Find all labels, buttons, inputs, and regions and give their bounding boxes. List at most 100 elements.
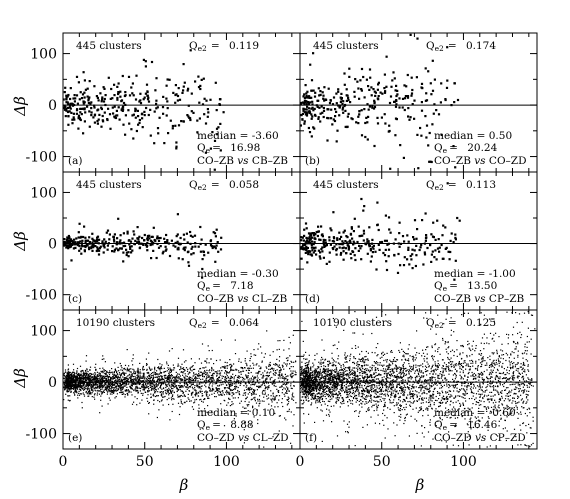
data-point bbox=[80, 107, 83, 110]
data-point bbox=[168, 387, 170, 389]
data-point bbox=[265, 386, 267, 388]
data-point bbox=[93, 396, 95, 398]
data-point bbox=[82, 371, 85, 373]
data-point bbox=[304, 101, 307, 104]
data-point bbox=[138, 383, 140, 385]
data-point bbox=[452, 241, 455, 244]
data-point bbox=[147, 376, 149, 378]
data-point bbox=[216, 372, 219, 374]
data-point bbox=[111, 393, 113, 395]
data-point bbox=[134, 382, 136, 385]
data-point bbox=[301, 320, 303, 322]
data-point bbox=[174, 101, 177, 104]
data-point bbox=[65, 380, 67, 382]
data-point bbox=[312, 52, 315, 55]
data-point bbox=[284, 395, 286, 397]
data-point bbox=[160, 384, 162, 386]
data-point bbox=[133, 383, 135, 385]
data-point bbox=[63, 372, 65, 374]
data-point bbox=[224, 379, 226, 381]
data-point bbox=[183, 361, 186, 363]
data-point bbox=[116, 373, 118, 375]
data-point bbox=[95, 383, 97, 385]
data-point bbox=[287, 382, 289, 384]
data-point bbox=[239, 384, 241, 386]
data-point bbox=[97, 253, 101, 256]
data-point bbox=[99, 386, 101, 388]
data-point bbox=[179, 396, 181, 398]
data-point bbox=[212, 231, 215, 234]
data-point bbox=[66, 384, 68, 386]
data-point bbox=[253, 389, 255, 391]
data-point bbox=[237, 377, 239, 379]
data-point bbox=[155, 77, 158, 80]
data-point bbox=[157, 367, 159, 369]
data-point bbox=[220, 236, 223, 239]
data-point bbox=[291, 372, 293, 374]
data-point bbox=[166, 385, 168, 387]
data-point bbox=[349, 252, 352, 255]
data-point bbox=[83, 373, 85, 375]
data-point bbox=[155, 376, 157, 378]
data-point bbox=[454, 238, 457, 241]
data-point bbox=[72, 378, 74, 380]
data-point bbox=[224, 372, 226, 374]
data-point bbox=[216, 375, 218, 377]
data-point bbox=[328, 239, 331, 242]
data-point bbox=[177, 373, 179, 375]
data-point bbox=[279, 386, 281, 388]
data-point bbox=[159, 379, 161, 381]
data-point bbox=[167, 367, 169, 369]
data-point bbox=[103, 246, 106, 249]
data-point bbox=[82, 132, 85, 135]
q-e-a: Qe = 16.98 bbox=[197, 142, 260, 155]
data-point bbox=[74, 390, 77, 392]
data-point bbox=[343, 72, 346, 75]
data-point bbox=[150, 369, 152, 371]
data-point bbox=[312, 109, 315, 112]
y-tick-label: 0 bbox=[48, 237, 57, 253]
data-point bbox=[300, 247, 303, 250]
data-point bbox=[206, 372, 209, 374]
data-point bbox=[285, 375, 287, 377]
data-point bbox=[200, 238, 203, 241]
data-point bbox=[413, 99, 416, 102]
data-point bbox=[190, 247, 193, 250]
data-point bbox=[190, 253, 193, 256]
data-point bbox=[310, 89, 313, 92]
data-point bbox=[74, 97, 77, 100]
data-point bbox=[244, 383, 247, 385]
data-point bbox=[98, 238, 101, 241]
data-point bbox=[338, 238, 341, 241]
data-point bbox=[233, 383, 235, 385]
data-point bbox=[180, 378, 182, 380]
data-point bbox=[449, 239, 452, 242]
data-point bbox=[133, 369, 135, 371]
data-point bbox=[137, 387, 139, 389]
data-point bbox=[79, 379, 81, 381]
data-point bbox=[125, 248, 128, 251]
data-point bbox=[330, 229, 333, 232]
data-point bbox=[256, 372, 259, 374]
data-point bbox=[106, 390, 108, 392]
data-point bbox=[117, 373, 119, 376]
data-point bbox=[104, 373, 106, 375]
data-point bbox=[181, 379, 183, 381]
data-point bbox=[330, 117, 333, 120]
data-point bbox=[215, 387, 217, 389]
data-point bbox=[88, 248, 91, 251]
data-point bbox=[305, 108, 308, 111]
data-point bbox=[345, 241, 348, 244]
data-point bbox=[154, 372, 157, 374]
data-point bbox=[273, 380, 275, 382]
data-point bbox=[98, 380, 100, 383]
data-point bbox=[97, 377, 99, 380]
data-point bbox=[459, 371, 461, 373]
data-point bbox=[153, 403, 155, 405]
data-point bbox=[216, 379, 218, 381]
data-point bbox=[131, 374, 133, 376]
data-point bbox=[250, 389, 252, 391]
data-point bbox=[227, 377, 229, 379]
data-point bbox=[357, 115, 360, 118]
data-point bbox=[238, 380, 240, 382]
